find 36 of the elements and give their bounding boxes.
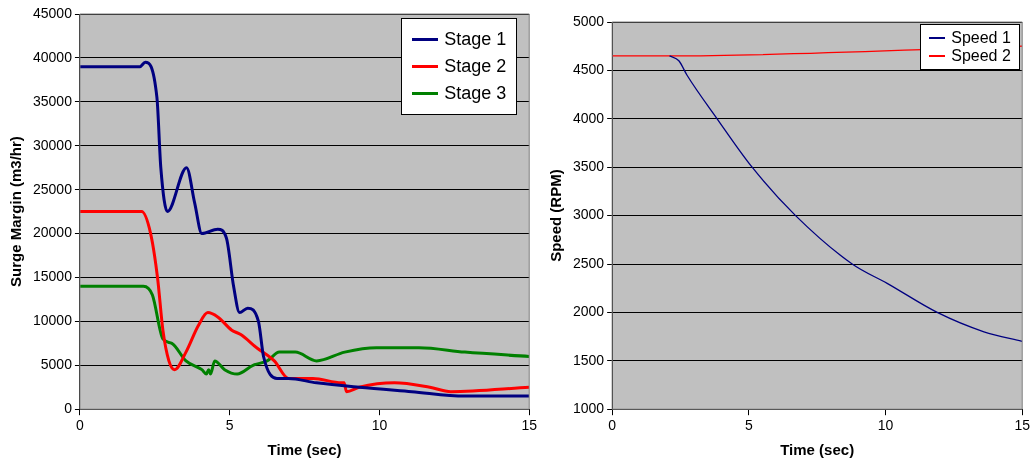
y-tick-label: 1500 (572, 351, 605, 368)
y-tick-label: 4500 (572, 61, 605, 78)
x-tick-label: 10 (877, 417, 894, 434)
y-tick-label: 45000 (32, 4, 73, 21)
x-tick-label: 0 (608, 417, 617, 434)
y-tick-label: 5000 (572, 12, 605, 29)
y-tick-label: 2000 (572, 303, 605, 320)
x-tick-label: 15 (1014, 417, 1031, 434)
legend-label: Speed 2 (951, 47, 1011, 65)
x-axis-title: Time (sec) (780, 441, 855, 459)
x-axis-title: Time (sec) (267, 441, 342, 459)
x-tick-label: 0 (76, 417, 85, 434)
y-tick-label: 4000 (572, 109, 605, 126)
y-tick-label: 5000 (40, 356, 73, 373)
x-tick-label: 5 (225, 417, 234, 434)
y-tick-label: 3500 (572, 158, 605, 175)
y-tick-label: 35000 (32, 92, 73, 109)
y-axis-title: Surge Margin (m3/hr) (7, 136, 25, 288)
y-tick-label: 3000 (572, 206, 605, 223)
x-tick-label: 10 (371, 417, 388, 434)
y-tick-label: 0 (64, 400, 73, 417)
y-tick-label: 2500 (572, 254, 605, 271)
y-tick-label: 30000 (32, 136, 73, 153)
y-tick-label: 40000 (32, 48, 73, 65)
y-tick-label: 20000 (32, 224, 73, 241)
legend-label: Speed 1 (951, 29, 1011, 47)
y-tick-label: 10000 (32, 312, 73, 329)
y-tick-label: 25000 (32, 180, 73, 197)
x-tick-label: 15 (521, 417, 538, 434)
y-axis-title: Speed (RPM) (547, 169, 565, 262)
legend-label: Stage 2 (444, 56, 507, 77)
y-tick-label: 1000 (572, 400, 605, 417)
x-tick-label: 5 (744, 417, 753, 434)
legend-label: Stage 3 (444, 83, 507, 104)
y-tick-label: 15000 (32, 268, 73, 285)
legend-label: Stage 1 (444, 29, 507, 50)
